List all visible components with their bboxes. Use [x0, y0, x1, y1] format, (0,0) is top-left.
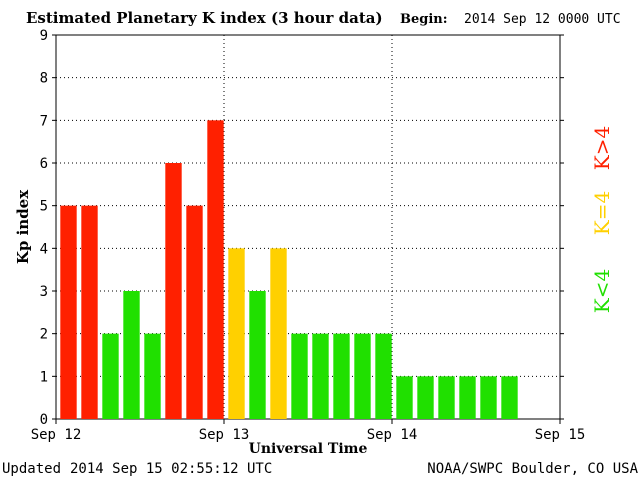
updated-label: Updated [2, 461, 62, 477]
kp-bar [438, 376, 455, 419]
plot-frame [55, 34, 561, 420]
begin-label: Begin: [400, 12, 448, 27]
chart-title: Estimated Planetary K index (3 hour data… [26, 9, 383, 27]
y-tick-label: 2 [40, 327, 48, 343]
y-tick-label: 3 [40, 284, 48, 300]
begin-value: 2014 Sep 12 0000 UTC [464, 12, 621, 27]
kp-bar [354, 333, 371, 419]
y-tick-label: 1 [40, 369, 48, 385]
kp-bar [249, 291, 266, 419]
y-tick-label: 0 [40, 412, 48, 428]
updated-timestamp: 2014 Sep 15 02:55:12 UTC [70, 461, 273, 477]
y-tick-label: 4 [40, 241, 48, 257]
kp-bar [144, 333, 161, 419]
kp-bar [375, 333, 392, 419]
kp-bar [60, 205, 77, 419]
kp-bar [228, 248, 245, 419]
kp-bar [501, 376, 518, 419]
x-tick-label: Sep 15 [535, 427, 586, 443]
kp-bar [81, 205, 98, 419]
kp-bar [480, 376, 497, 419]
y-tick-label: 5 [40, 199, 48, 215]
legend-quiet: K<4 [590, 269, 614, 313]
x-axis-label: Universal Time [249, 441, 368, 457]
y-tick-label: 8 [40, 71, 48, 87]
kp-bar [270, 248, 287, 419]
kp-bar [207, 120, 224, 419]
y-tick-label: 7 [40, 113, 48, 129]
kp-bar [186, 205, 203, 419]
kp-bar [333, 333, 350, 419]
kp-bar [123, 291, 140, 419]
y-axis-label: Kp index [14, 189, 32, 264]
kp-bar [312, 333, 329, 419]
kp-bar [459, 376, 476, 419]
y-tick-label: 6 [40, 156, 48, 172]
data-source-label: NOAA/SWPC Boulder, CO USA [427, 461, 638, 477]
kp-bar [102, 333, 119, 419]
x-tick-label: Sep 12 [31, 427, 82, 443]
kp-bar [165, 163, 182, 419]
x-tick-label: Sep 14 [367, 427, 418, 443]
kp-bar [291, 333, 308, 419]
y-tick-label: 9 [40, 28, 48, 44]
kp-bar [417, 376, 434, 419]
legend-storm: K>4 [590, 126, 614, 170]
kp-bar [396, 376, 413, 419]
x-tick-label: Sep 13 [199, 427, 250, 443]
legend-active: K=4 [590, 191, 614, 235]
